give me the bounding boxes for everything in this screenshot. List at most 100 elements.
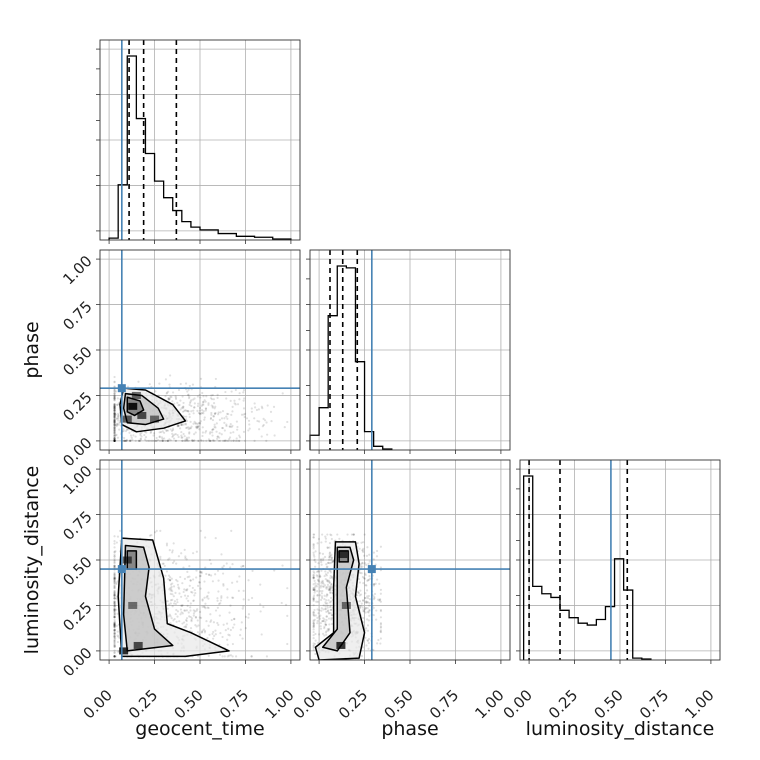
scatter-point: [237, 589, 240, 593]
scatter-point: [326, 604, 329, 607]
scatter-point: [217, 623, 220, 626]
scatter-point: [205, 429, 208, 433]
scatter-point: [312, 646, 315, 649]
scatter-point: [188, 403, 191, 406]
scatter-point: [113, 439, 116, 443]
scatter-point: [200, 439, 203, 443]
scatter-point: [209, 416, 213, 420]
scatter-point: [330, 534, 333, 537]
scatter-point: [207, 402, 210, 405]
scatter-point: [366, 601, 370, 604]
scatter-point: [177, 424, 180, 428]
scatter-point: [116, 630, 119, 633]
scatter-point: [117, 415, 120, 418]
scatter-point: [222, 623, 225, 626]
scatter-point: [211, 428, 214, 431]
scatter-point: [324, 608, 327, 611]
scatter-point: [124, 439, 128, 443]
scatter-point: [181, 395, 184, 398]
scatter-point: [201, 605, 204, 608]
scatter-point: [116, 436, 120, 439]
scatter-point: [115, 433, 118, 436]
scatter-point: [113, 615, 116, 618]
scatter-point: [312, 628, 315, 631]
scatter-point: [185, 415, 188, 418]
scatter-point: [173, 560, 176, 563]
scatter-point: [234, 388, 237, 392]
ylabel-phase: phase: [21, 321, 43, 378]
scatter-point: [114, 390, 118, 393]
scatter-point: [329, 571, 332, 574]
scatter-point: [209, 620, 212, 623]
scatter-point: [312, 597, 315, 600]
scatter-point: [379, 630, 382, 633]
scatter-point: [173, 617, 176, 621]
scatter-point: [113, 396, 116, 399]
scatter-point: [113, 576, 116, 579]
scatter-point: [123, 439, 127, 443]
scatter-point: [215, 422, 218, 425]
scatter-point: [365, 644, 368, 647]
scatter-point: [219, 439, 222, 443]
scatter-point: [325, 630, 328, 633]
scatter-point: [372, 648, 375, 652]
scatter-point: [152, 434, 155, 437]
scatter-point: [213, 423, 216, 426]
scatter-point: [114, 413, 117, 416]
scatter-point: [223, 421, 226, 424]
scatter-point: [180, 552, 183, 555]
scatter-point: [320, 569, 323, 572]
scatter-point: [169, 615, 172, 618]
scatter-point: [193, 420, 196, 423]
scatter-point: [175, 620, 178, 623]
scatter-point: [378, 582, 381, 585]
scatter-point: [218, 602, 221, 606]
xlabel-geocent-time: geocent_time: [135, 718, 264, 740]
scatter-point: [113, 604, 117, 607]
scatter-point: [218, 418, 221, 421]
scatter-point: [326, 546, 329, 549]
scatter-point: [242, 413, 245, 416]
scatter-point: [113, 438, 116, 441]
scatter-point: [324, 623, 328, 626]
scatter-point: [328, 611, 331, 614]
scatter-panel-0-frame: [99, 249, 301, 451]
xtick-label-1: 0.25: [335, 686, 371, 722]
scatter-point: [177, 388, 181, 392]
scatter-point: [269, 410, 273, 413]
scatter-point: [113, 616, 116, 619]
scatter-point: [366, 606, 369, 610]
scatter-point: [185, 597, 188, 600]
scatter-point: [328, 627, 331, 631]
scatter-point: [320, 563, 323, 566]
scatter-point: [313, 588, 317, 591]
scatter-point: [137, 439, 140, 443]
scatter-point: [113, 438, 116, 441]
scatter-point: [174, 439, 178, 443]
scatter-point: [229, 566, 232, 569]
scatter-point: [225, 562, 228, 565]
xtick-label-3: 0.75: [216, 686, 252, 722]
scatter-point: [229, 654, 233, 657]
scatter-point: [195, 569, 198, 572]
scatter-point: [324, 578, 327, 581]
scatter-point: [235, 420, 238, 423]
scatter-point: [196, 404, 200, 408]
scatter-point: [261, 407, 264, 410]
scatter-point: [154, 390, 157, 393]
scatter-point: [273, 434, 276, 437]
scatter-point: [188, 413, 191, 416]
scatter-point: [113, 420, 116, 423]
scatter-point: [376, 642, 379, 645]
scatter-point: [379, 625, 383, 628]
scatter-point: [238, 436, 242, 439]
scatter-point: [379, 600, 383, 603]
scatter-point: [201, 434, 204, 438]
scatter-point: [168, 549, 171, 552]
scatter-point: [318, 594, 322, 597]
scatter-point: [323, 594, 326, 597]
scatter-point: [363, 577, 367, 580]
scatter-point: [155, 436, 158, 440]
scatter-point: [227, 633, 230, 636]
scatter-point: [231, 424, 234, 427]
